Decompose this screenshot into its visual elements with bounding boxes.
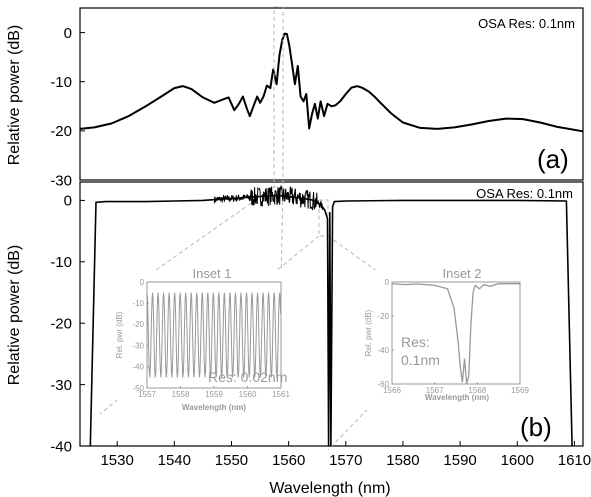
panel-b-x-tick-label: 1580 (386, 452, 419, 469)
zoom-guide-1-right (280, 186, 284, 283)
inset-2-annotation-line: Res: (401, 334, 430, 350)
inset-1-x-tick-label: 1558 (172, 390, 190, 399)
panel-b-x-tick-label: 1570 (329, 452, 362, 469)
panel-b-ticks: 0 -10 -20 -30 -40 1530 1540 1550 1560 1570 1580 159… (50, 193, 591, 469)
panel-a-annotation: OSA Res: 0.1nm (478, 16, 575, 31)
panel-b-y-tick-label: -10 (50, 254, 72, 271)
inset-2-y-tick-label: -60 (377, 380, 389, 389)
panel-a-y-tick-label: -20 (50, 123, 72, 140)
panel-b: 0 -10 -20 -30 -40 1530 1540 1550 1560 1570 1580 159… (6, 6, 591, 497)
panel-b-x-tick-label: 1600 (501, 452, 534, 469)
inset-2-x-tick-label: 1567 (426, 386, 444, 395)
inset-2-x-tick-label: 1566 (383, 386, 401, 395)
inset-1-y-tick-label: -50 (132, 384, 144, 393)
panel-a-label: (a) (537, 144, 569, 174)
panel-b-y-tick-label: 0 (64, 193, 72, 210)
panel-b-y-tick-label: -20 (50, 315, 72, 332)
zoom-box-b (318, 199, 329, 237)
inset-2-notch-line (391, 283, 520, 385)
inset-2-y-axis-label: Rel. pwr (dB) (364, 309, 373, 356)
panel-a: 0 -10 -20 -30 OSA Res: 0.1nm (a) Relative p… (6, 7, 584, 189)
panel-b-x-tick-label: 1550 (215, 452, 248, 469)
inset-2-x-tick-label: 1569 (511, 386, 529, 395)
inset-2-title: Inset 2 (442, 266, 481, 281)
inset-2-annotation-line: 0.1nm (401, 352, 440, 368)
inset-1-y-tick-label: -20 (132, 320, 144, 329)
inset-2-y-tick-label: -40 (377, 346, 389, 355)
panel-b-x-axis-label: Wavelength (nm) (269, 480, 390, 497)
inset-1-x-tick-label: 1561 (272, 390, 290, 399)
inset-2-x-tick-label: 1568 (468, 386, 486, 395)
inset-1-x-axis-label: Wavelength (nm) (182, 403, 246, 412)
inset-1-x-tick-label: 1557 (138, 390, 156, 399)
panel-a-y-tick-label: -30 (50, 172, 72, 189)
zoom-box-a (273, 6, 284, 188)
panel-a-series-line (79, 32, 584, 133)
panel-a-ticks: 0 -10 -20 -30 (50, 25, 85, 189)
inset-1-y-axis-label: Rel. pwr (dB) (115, 311, 124, 358)
inset-2-x-axis-label: Wavelength (nm) (425, 393, 489, 402)
inset-1-title: Inset 1 (192, 266, 231, 281)
panel-b-y-axis-label: Relative power (dB) (6, 245, 23, 386)
panel-b-x-tick-label: 1560 (272, 452, 305, 469)
panel-b-x-tick-label: 1610 (558, 452, 591, 469)
inset-1-y-tick-label: -40 (132, 363, 144, 372)
inset-1-y-tick-label: -30 (132, 341, 144, 350)
inset-1-annotation: Res: 0.02nm (208, 369, 287, 385)
panel-a-y-axis-label: Relative power (dB) (6, 25, 23, 166)
inset-2-y-tick-label: 0 (385, 278, 390, 287)
panel-b-label: (b) (520, 412, 552, 442)
panel-a-frame (79, 7, 584, 181)
panel-b-x-tick-label: 1540 (158, 452, 191, 469)
inset-2-annotation: Res: 0.1nm (401, 334, 440, 368)
panel-b-x-tick-label: 1530 (100, 452, 133, 469)
inset-2-y-tick-label: -20 (377, 312, 389, 321)
panel-b-noise (213, 184, 324, 211)
inset-2-frame (391, 281, 521, 385)
inset-1-y-tick-label: -10 (132, 299, 144, 308)
panel-b-y-tick-label: -30 (50, 377, 72, 394)
inset-1-fringe-line (146, 292, 282, 378)
panel-a-y-tick-label: 0 (64, 25, 72, 42)
inset-1-x-tick-label: 1559 (205, 390, 223, 399)
panel-b-y-tick-label: -40 (50, 438, 72, 455)
inset-1-y-tick-label: 0 (140, 278, 145, 287)
panel-a-y-tick-label: -10 (50, 74, 72, 91)
panel-b-x-tick-label: 1590 (443, 452, 476, 469)
panel-b-annotation: OSA Res: 0.1nm (476, 186, 573, 201)
inset-1-x-tick-label: 1560 (239, 390, 257, 399)
